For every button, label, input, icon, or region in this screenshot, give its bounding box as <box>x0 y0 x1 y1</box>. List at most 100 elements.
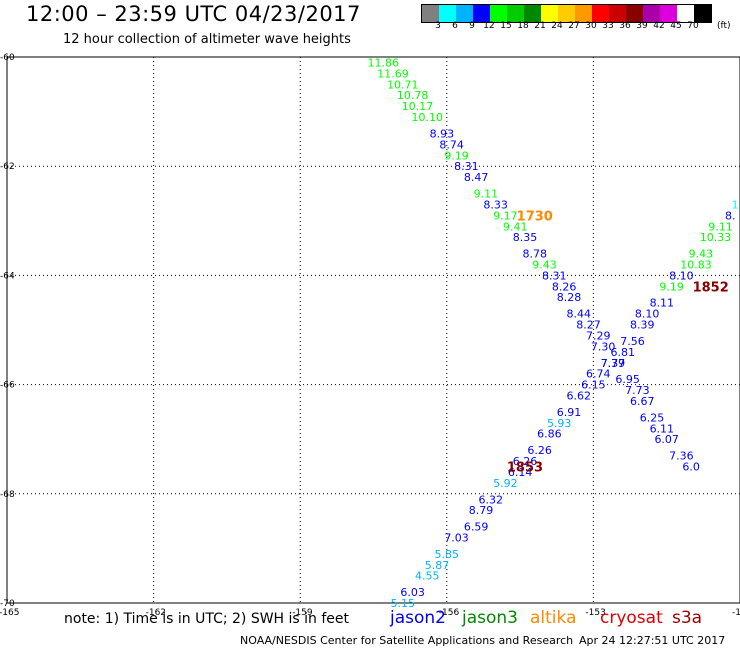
wave-height-point: 10.78 <box>397 89 429 102</box>
wave-height-point: 10.83 <box>680 258 712 271</box>
y-tick-label: -70 <box>0 599 15 609</box>
color-swatch <box>422 5 439 22</box>
legend-jason2: jason2 <box>390 608 446 628</box>
wave-height-point: 8.31 <box>542 269 567 282</box>
color-scale-label: 45 <box>670 21 682 31</box>
wave-height-point: 8.10 <box>635 308 660 321</box>
color-swatch <box>677 5 694 22</box>
wave-height-point: 6.14 <box>508 466 533 479</box>
wave-height-point: 6.03 <box>400 586 425 599</box>
color-swatch <box>643 5 660 22</box>
wave-height-point: 6.26 <box>513 455 538 468</box>
y-tick-label: -60 <box>0 53 15 63</box>
color-scale-label: 12 <box>483 21 495 31</box>
x-tick-label: -162 <box>146 608 166 618</box>
color-scale-label: 9 <box>469 21 475 31</box>
wave-height-point: 7.03 <box>444 531 469 544</box>
wave-height-point: 8.78 <box>523 248 548 261</box>
wave-height-point: 6.95 <box>615 373 640 386</box>
wave-height-point: 5.92 <box>493 477 518 490</box>
color-swatch <box>456 5 473 22</box>
x-tick-label: -159 <box>292 608 313 618</box>
x-tick-label: -15 <box>732 608 740 618</box>
color-scale-label: 33 <box>602 21 614 31</box>
footer-timestamp: Apr 24 12:27:51 UTC 2017 <box>579 634 726 647</box>
wave-height-point: 9.11 <box>708 220 733 233</box>
color-scale-label: 30 <box>585 21 597 31</box>
wave-height-point: 8.33 <box>483 198 508 211</box>
color-scale-label: 15 <box>500 21 512 31</box>
wave-height-point: 6.25 <box>640 411 665 424</box>
wave-height-point: 8.39 <box>630 319 655 332</box>
wave-height-point: 6.32 <box>479 493 504 506</box>
color-scale-label: 39 <box>636 21 648 31</box>
color-scale-label: 6 <box>452 21 458 31</box>
wave-height-point: 6.81 <box>610 346 635 359</box>
wave-height-point: 8.35 <box>513 231 538 244</box>
legend-jason3: jason3 <box>462 608 518 628</box>
color-scale-label: 21 <box>534 21 546 31</box>
wave-height-point: 7.36 <box>669 450 694 463</box>
wave-height-point: 10.33 <box>700 231 732 244</box>
page-subtitle: 12 hour collection of altimeter wave hei… <box>63 32 351 47</box>
wave-height-point: 8. <box>725 209 736 222</box>
wave-height-point: 10.71 <box>387 78 419 91</box>
wave-height-point: 11.86 <box>368 56 400 69</box>
wave-height-point: 9.41 <box>503 220 528 233</box>
color-scale-label: 24 <box>551 21 563 31</box>
footer-credit: NOAA/NESDIS Center for Satellite Applica… <box>240 634 574 647</box>
color-scale-label: 27 <box>568 21 580 31</box>
y-tick-label: -68 <box>0 490 15 500</box>
wave-height-point: 6.67 <box>630 395 655 408</box>
legend-altika: altika <box>530 608 577 628</box>
color-scale-bar <box>421 4 712 23</box>
wave-height-point: 6.07 <box>654 433 679 446</box>
wave-height-point: 7.30 <box>591 340 616 353</box>
wave-height-point: 9.43 <box>689 248 714 261</box>
wave-height-point: 7.56 <box>620 335 645 348</box>
y-tick-label: -64 <box>0 271 15 281</box>
page-title: 12:00 – 23:59 UTC 04/23/2017 <box>26 2 361 26</box>
color-swatch <box>558 5 575 22</box>
color-swatch <box>541 5 558 22</box>
wave-height-point: 9.19 <box>444 149 469 162</box>
color-scale-label: 36 <box>619 21 631 31</box>
pass-time-label: 1730 <box>517 209 553 224</box>
color-swatch <box>439 5 456 22</box>
y-tick-label: -66 <box>0 381 15 391</box>
pass-time-label: 1852 <box>693 280 729 295</box>
wave-height-point: 8.26 <box>552 280 577 293</box>
color-swatch <box>575 5 592 22</box>
wave-height-point: 1 <box>732 198 739 211</box>
color-swatch <box>473 5 490 22</box>
x-tick-label: -153 <box>585 608 605 618</box>
wave-height-point: 11.69 <box>377 67 409 80</box>
wave-height-point: 8.11 <box>650 297 675 310</box>
pass-time-label: 1853 <box>507 461 543 476</box>
y-tick-label: -62 <box>0 162 15 172</box>
color-swatch <box>626 5 643 22</box>
wave-height-point: 8.28 <box>557 291 582 304</box>
wave-height-point: 6.91 <box>557 406 582 419</box>
x-tick-label: -165 <box>0 608 19 618</box>
color-swatch <box>694 5 711 22</box>
wave-height-point: 8.74 <box>439 138 464 151</box>
wave-height-point: 6.74 <box>586 368 611 381</box>
wave-height-point: 9.11 <box>474 188 499 201</box>
wave-height-point: 9.43 <box>532 258 557 271</box>
wave-height-point: 7.77 <box>601 357 626 370</box>
color-swatch <box>507 5 524 22</box>
color-swatch <box>524 5 541 22</box>
color-swatch <box>490 5 507 22</box>
color-scale-label: 42 <box>653 21 665 31</box>
wave-height-point: 5.85 <box>435 548 460 561</box>
color-scale-unit: (ft) <box>717 21 731 31</box>
color-swatch <box>609 5 626 22</box>
wave-height-point: 8.79 <box>469 504 494 517</box>
wave-height-point: 9.17 <box>493 209 518 222</box>
units-note: note: 1) Time is in UTC; 2) SWH is in fe… <box>64 611 350 627</box>
wave-height-point: 10.17 <box>402 100 434 113</box>
wave-height-point: 5.93 <box>547 417 572 430</box>
wave-height-point: 7.29 <box>586 329 611 342</box>
